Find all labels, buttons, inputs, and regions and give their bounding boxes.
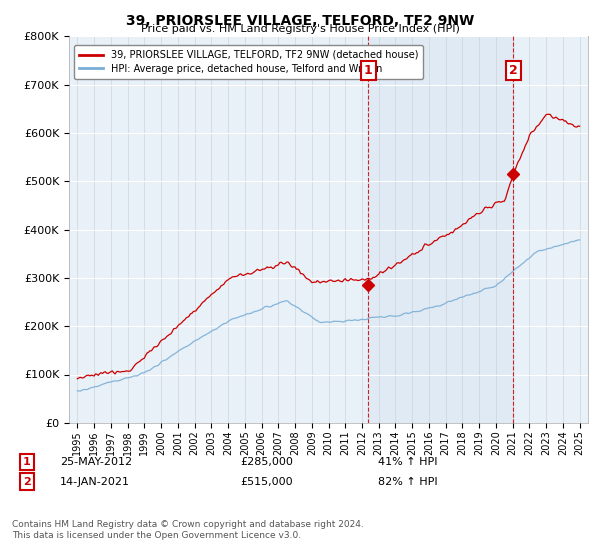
Text: 25-MAY-2012: 25-MAY-2012 — [60, 457, 132, 467]
Text: 39, PRIORSLEE VILLAGE, TELFORD, TF2 9NW: 39, PRIORSLEE VILLAGE, TELFORD, TF2 9NW — [126, 14, 474, 28]
Text: 41% ↑ HPI: 41% ↑ HPI — [378, 457, 437, 467]
Text: 82% ↑ HPI: 82% ↑ HPI — [378, 477, 437, 487]
Bar — [368, 36, 514, 423]
Text: Price paid vs. HM Land Registry's House Price Index (HPI): Price paid vs. HM Land Registry's House … — [140, 24, 460, 34]
Text: 2: 2 — [23, 477, 31, 487]
Text: 14-JAN-2021: 14-JAN-2021 — [60, 477, 130, 487]
Legend: 39, PRIORSLEE VILLAGE, TELFORD, TF2 9NW (detached house), HPI: Average price, de: 39, PRIORSLEE VILLAGE, TELFORD, TF2 9NW … — [74, 45, 423, 79]
Text: 1: 1 — [23, 457, 31, 467]
Text: £285,000: £285,000 — [240, 457, 293, 467]
Text: 1: 1 — [364, 64, 373, 77]
Text: This data is licensed under the Open Government Licence v3.0.: This data is licensed under the Open Gov… — [12, 531, 301, 540]
Text: 2: 2 — [509, 64, 518, 77]
Text: Contains HM Land Registry data © Crown copyright and database right 2024.: Contains HM Land Registry data © Crown c… — [12, 520, 364, 529]
Text: £515,000: £515,000 — [240, 477, 293, 487]
